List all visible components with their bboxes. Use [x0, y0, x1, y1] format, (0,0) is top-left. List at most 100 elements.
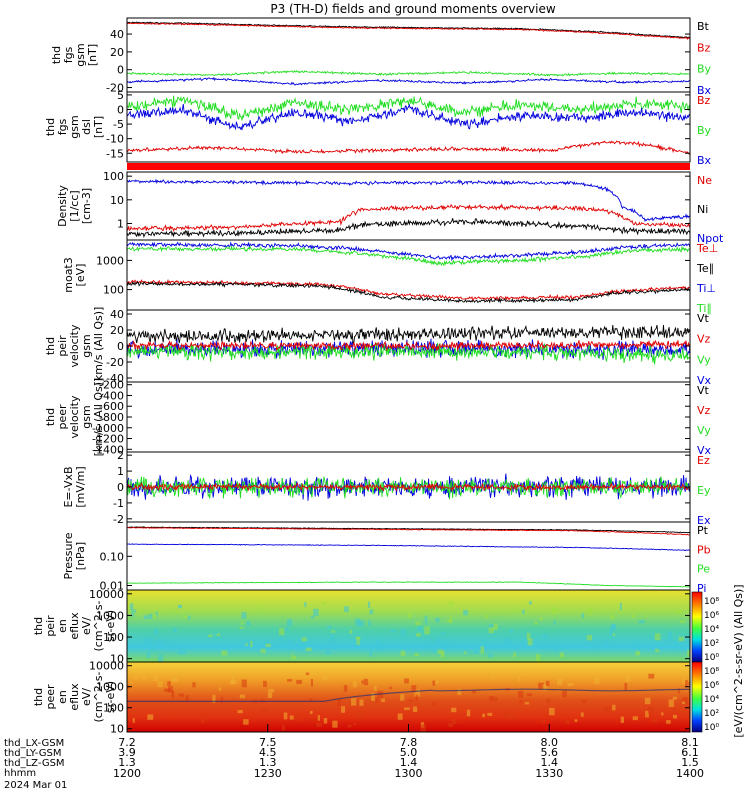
ylabel-line: [cm-3] — [80, 188, 93, 224]
xrow-value: 7.5 — [259, 736, 277, 749]
legend-Npot: Npot — [697, 232, 724, 245]
ylabel-line: thd — [32, 617, 45, 635]
ytick-label: 5 — [117, 89, 124, 102]
ylabel-line: (cm^2-s- — [92, 672, 105, 723]
ytick-label: -1400 — [92, 443, 124, 456]
ylabel-line: fgs — [56, 118, 69, 135]
xrow-value: 5.6 — [541, 746, 559, 759]
ylabel-line: thd — [44, 408, 57, 426]
xrow-label: thd_LZ-GSM — [4, 758, 65, 769]
colorbar-tick: 10⁸ — [704, 667, 719, 677]
legend-Bx: Bx — [697, 154, 712, 167]
fgs-gsm-series-Bz — [127, 22, 690, 40]
legend-Pi: Pi — [697, 582, 706, 595]
xrow-value: 8.0 — [541, 736, 559, 749]
ylabel-line: [mV/m] — [74, 466, 87, 507]
legend-Vy: Vy — [697, 353, 711, 366]
panel-electron-velocity: -200-400-600-800-1000-1200-1400 thd peer ve… — [44, 378, 712, 457]
xrow-value: 7.8 — [400, 736, 418, 749]
ytick-label: -2 — [113, 513, 124, 526]
ylabel-line: [nT] — [92, 116, 105, 138]
ylabel-line: velocity — [68, 324, 81, 367]
electron-velocity-frame — [126, 381, 691, 453]
ylabel-line: thd — [50, 46, 63, 64]
ylabel-line: moat3 — [62, 257, 75, 293]
ylabel-line: gsm — [74, 43, 87, 66]
ylabel-line: [eV] — [74, 264, 87, 287]
legend-Vx: Vx — [697, 374, 712, 387]
ytick-label: -1 — [113, 497, 124, 510]
pressure-series-Pe — [127, 581, 690, 588]
fgs-dsl-frame — [126, 91, 691, 163]
ylabel-line: E=-VxB — [62, 466, 75, 507]
ylabel-line: velocity — [68, 395, 81, 438]
xrow-value: 5.0 — [400, 746, 418, 759]
electron-energy-trace — [127, 688, 690, 703]
colorbar-tick: 10⁸ — [704, 597, 719, 607]
legend-Ni: Ni — [697, 203, 708, 216]
legend-Vx: Vx — [697, 444, 712, 457]
legend-Bz: Bz — [697, 41, 711, 54]
colorbar-tick: 10⁶ — [704, 681, 719, 691]
ytick-label: 40 — [110, 308, 124, 321]
xrow-label: hhmm — [4, 768, 36, 779]
xtick-label: 1300 — [395, 767, 423, 780]
ylabel-line: eV/ — [80, 688, 93, 706]
colorbar-tick: 10² — [704, 639, 719, 649]
colorbar: 10⁸ 10⁶ 10⁴ 10² 10⁰ 10⁸ 10⁶ 10⁴ 10² 10⁰ [eV/(cm^2-… — [691, 584, 745, 738]
panel-electron-spectrogram: 10000 1000 100 10 thd peer en eflux eV/(cm^2-s-s… — [32, 660, 691, 736]
legend-Vt: Vt — [697, 384, 710, 397]
ylabel-line: [km/s (All Qs)] — [92, 378, 105, 457]
fgs-dsl-series-By — [127, 95, 690, 121]
panel-separator-bar — [127, 163, 690, 170]
legend-Bz: Bz — [697, 94, 711, 107]
ytick-label: -10 — [106, 133, 124, 146]
xrow-value: 4.5 — [259, 746, 277, 759]
plot-date: 2024 Mar 01 — [4, 780, 67, 791]
ylabel-line: sr-eV) — [104, 681, 117, 713]
ytick-label: 10000 — [89, 660, 124, 673]
legend-Pb: Pb — [697, 543, 711, 556]
ytick-label: 0 — [117, 481, 124, 494]
ylabel-line: eflux — [68, 683, 81, 711]
pressure-series-Pb — [127, 527, 690, 536]
legend-Te⊥: Te⊥ — [696, 242, 718, 255]
fgs-gsm-series-By — [127, 69, 690, 77]
ion-velocity-series-Vz — [127, 339, 690, 352]
ytick-label: -40 — [106, 372, 124, 385]
ytick-label: 10000 — [89, 588, 124, 601]
ytick-label: -20 — [106, 356, 124, 369]
panel-fgs-gsm: 40 20 0 -20 thd fgs gsm [nT] Bt Bz By Bx — [50, 17, 712, 97]
ytick-label: -5 — [113, 118, 124, 131]
legend-Bt: Bt — [697, 20, 710, 33]
xrow-value: 3.9 — [118, 746, 136, 759]
ytick-label: 0.01 — [100, 579, 125, 592]
ytick-label: 10 — [110, 723, 124, 736]
temperature-series-Te⊥ — [127, 278, 690, 302]
ytick-label: 20 — [110, 324, 124, 337]
ytick-label: 1000 — [96, 254, 124, 267]
xrow-value: 7.2 — [118, 736, 136, 749]
panel-e-field: 2 1 0 -1 -2 E=-VxB [mV/m] Ez Ey Ex — [62, 449, 711, 527]
xrow-value: 6.1 — [681, 746, 699, 759]
density-series-Npot — [127, 178, 690, 222]
ylabel-line: en — [56, 619, 69, 633]
ytick-label: -800 — [99, 411, 124, 424]
ylabel-line: peer — [44, 684, 57, 710]
legend-Vz: Vz — [697, 404, 711, 417]
xrow-value: 8.1 — [681, 736, 699, 749]
colorbar-tick: 10² — [704, 709, 719, 719]
panel-pressure: 0.10 0.01 Pressure [nPa] Pt Pb Pe Pi — [62, 521, 711, 595]
ytick-label: 40 — [110, 28, 124, 41]
legend-Te∥: Te∥ — [696, 262, 714, 275]
e-field-series-Ex — [127, 473, 690, 501]
time-axis: thd_LX-GSM 7.2 7.5 7.8 8.0 8.1 thd_LY-GSM 3.9 4.… — [4, 724, 704, 791]
ytick-label: 100 — [103, 284, 124, 297]
ytick-label: 10 — [110, 653, 124, 666]
ytick-label: 0 — [117, 104, 124, 117]
ytick-label: 1 — [117, 465, 124, 478]
ylabel-line: peir — [44, 615, 57, 637]
plot-title: P3 (TH-D) fields and ground moments over… — [270, 2, 555, 16]
temperature-series-Ti⊥ — [127, 241, 690, 262]
xtick-label: 1400 — [676, 767, 704, 780]
